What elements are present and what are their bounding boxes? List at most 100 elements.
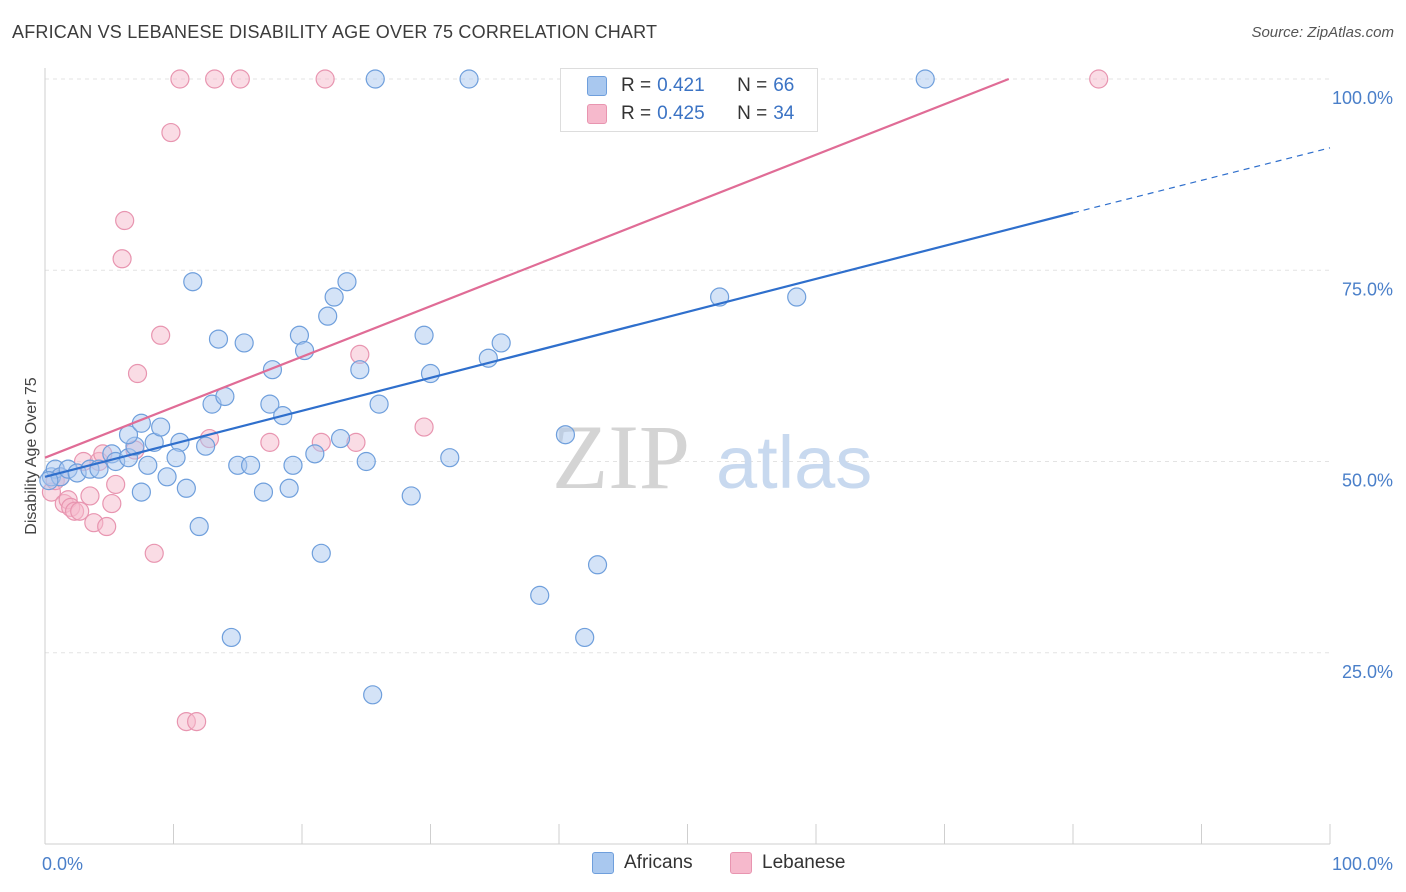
africans-point-52 — [401, 486, 421, 506]
africans-point-62 — [787, 287, 807, 307]
africans-point-46 — [356, 451, 376, 472]
africans-legend-swatch — [592, 852, 614, 874]
y-tick-label-2: 75.0% — [1342, 279, 1393, 299]
africans-point-11 — [131, 482, 151, 502]
lebanese-point-14 — [102, 493, 122, 514]
africans-point-30 — [241, 455, 261, 475]
africans-points — [39, 69, 935, 705]
series-legend: Africans Lebanese — [0, 852, 1406, 878]
africans-point-21 — [183, 272, 203, 292]
africans-point-65 — [39, 471, 59, 491]
africans-point-60 — [587, 555, 608, 575]
africans-point-25 — [208, 329, 229, 349]
africans-point-27 — [221, 627, 241, 648]
lebanese-point-13 — [97, 516, 117, 537]
africans-point-40 — [311, 543, 331, 563]
africans-point-16 — [151, 417, 171, 437]
africans-point-48 — [369, 394, 389, 414]
y-tick-label-1: 50.0% — [1342, 471, 1393, 491]
africans-point-50 — [414, 325, 434, 345]
lebanese-point-17 — [115, 210, 135, 231]
africans-r-value: 0.421 — [657, 75, 705, 96]
lebanese-point-34 — [414, 417, 434, 437]
lebanese-point-19 — [127, 363, 148, 384]
lebanese-point-22 — [161, 122, 181, 143]
watermark-atlas: atlas — [716, 421, 872, 504]
africans-point-41 — [318, 306, 338, 326]
lebanese-point-28 — [230, 69, 250, 89]
lebanese-point-15 — [106, 474, 126, 495]
africans-point-42 — [324, 287, 344, 307]
x-tick-label-0: 0.0% — [42, 854, 83, 874]
axes — [44, 68, 1331, 845]
africans-point-29 — [234, 333, 254, 353]
lebanese-swatch — [587, 104, 607, 124]
chart-title: AFRICAN VS LEBANESE DISABILITY AGE OVER … — [12, 22, 658, 42]
legend-row-lebanese: R = 0.425 N = 34 — [587, 101, 812, 127]
africans-point-22 — [189, 516, 209, 537]
africans-point-33 — [262, 360, 283, 380]
tick-labels: 25.0% 50.0% 75.0% 100.0% 0.0% 100.0% — [42, 88, 1393, 874]
lebanese-point-7 — [70, 501, 90, 521]
africans-legend-label: Africans — [624, 852, 693, 873]
africans-point-31 — [253, 482, 274, 502]
africans-point-14 — [138, 455, 158, 475]
lebanese-r-label: R = — [621, 103, 652, 124]
africans-trend-line — [44, 211, 1074, 478]
legend-item-africans[interactable]: Africans — [592, 852, 693, 874]
grid-lines — [45, 78, 1330, 654]
trend-lines — [44, 77, 1331, 478]
africans-trend-extension — [1072, 147, 1331, 214]
source-label: Source: ZipAtlas.com — [1251, 24, 1394, 41]
y-tick-label-3: 100.0% — [1332, 88, 1393, 108]
lebanese-trend-line — [44, 77, 1010, 459]
africans-point-53 — [440, 448, 460, 468]
africans-point-64 — [915, 69, 935, 89]
africans-point-59 — [575, 627, 595, 648]
stats-legend: R = 0.421 N = 66 R = 0.425 N = 34 — [560, 68, 818, 132]
legend-item-lebanese[interactable]: Lebanese — [730, 852, 845, 874]
y-tick-label-0: 25.0% — [1342, 662, 1393, 682]
watermark-zip: ZIP — [552, 406, 690, 508]
africans-swatch — [587, 76, 607, 96]
lebanese-r-value: 0.425 — [657, 103, 705, 124]
lebanese-points — [41, 69, 1109, 732]
lebanese-point-23 — [170, 69, 190, 89]
lebanese-n-value: 34 — [773, 103, 795, 124]
africans-point-17 — [157, 467, 177, 487]
lebanese-point-31 — [315, 69, 335, 89]
africans-r-label: R = — [621, 75, 652, 96]
africans-point-32 — [260, 394, 280, 414]
lebanese-point-35 — [1089, 69, 1109, 89]
lebanese-point-21 — [151, 325, 171, 345]
lebanese-point-25 — [187, 711, 207, 732]
africans-point-44 — [337, 272, 357, 292]
africans-point-47 — [363, 685, 383, 705]
africans-n-label: N = — [737, 75, 768, 96]
africans-point-57 — [530, 585, 550, 605]
lebanese-n-label: N = — [737, 103, 768, 124]
africans-point-39 — [305, 444, 325, 464]
lebanese-point-9 — [80, 486, 100, 506]
africans-point-20 — [176, 478, 196, 498]
africans-point-23 — [196, 436, 216, 456]
lebanese-legend-swatch — [730, 852, 752, 874]
x-tick-label-1: 100.0% — [1332, 854, 1393, 874]
lebanese-legend-label: Lebanese — [762, 852, 846, 873]
watermark: ZIP atlas — [552, 406, 872, 508]
lebanese-point-29 — [260, 432, 280, 452]
africans-point-43 — [330, 428, 351, 449]
africans-point-38 — [294, 340, 315, 361]
lebanese-point-16 — [112, 249, 132, 269]
africans-point-35 — [279, 478, 299, 498]
africans-point-49 — [365, 69, 385, 89]
africans-point-19 — [166, 448, 186, 468]
africans-point-36 — [283, 455, 303, 475]
africans-n-value: 66 — [773, 75, 795, 96]
africans-point-45 — [350, 360, 370, 380]
lebanese-point-27 — [205, 69, 225, 89]
africans-point-54 — [459, 69, 479, 89]
africans-point-56 — [491, 333, 511, 353]
africans-point-58 — [555, 425, 576, 445]
